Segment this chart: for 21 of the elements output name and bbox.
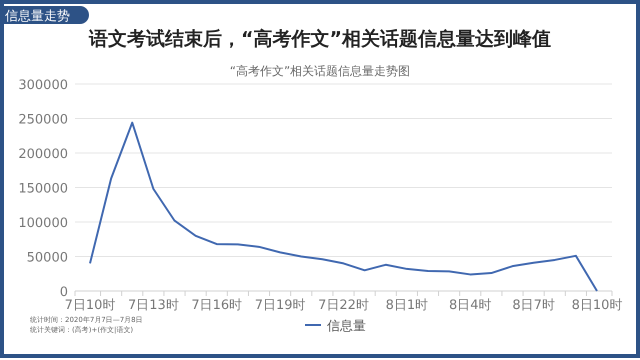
x-tick-label: 7日13时 (128, 298, 179, 313)
x-tick-label: 7日16时 (191, 298, 242, 313)
y-tick-label: 150000 (18, 182, 68, 196)
y-tick-label: 100000 (18, 216, 68, 231)
x-tick-label: 8日7时 (512, 298, 555, 313)
x-tick-label: 8日4时 (448, 298, 492, 313)
y-tick-label: 300000 (18, 78, 68, 93)
y-tick-label: 0 (60, 285, 68, 300)
y-tick-label: 200000 (18, 147, 68, 162)
x-tick-label: 8日10时 (572, 298, 622, 313)
y-tick-label: 50000 (26, 250, 68, 266)
x-tick-label: 8日1时 (386, 298, 428, 313)
x-tick-label: 7日22时 (318, 298, 369, 313)
text: 信息量走势 (5, 9, 70, 24)
x-tick-label: 7日10时 (64, 298, 116, 313)
x-tick-label: 7日19时 (254, 298, 306, 313)
legend-label: 信息量 (327, 319, 366, 334)
chart-subtitle: “高考作文”相关话题信息量走势图 (230, 64, 410, 78)
chart-title: 语文考试结束后，“高考作文”相关话题信息量达到峰值 (88, 28, 551, 50)
y-tick-label: 250000 (18, 112, 68, 128)
line-series (89, 122, 598, 292)
